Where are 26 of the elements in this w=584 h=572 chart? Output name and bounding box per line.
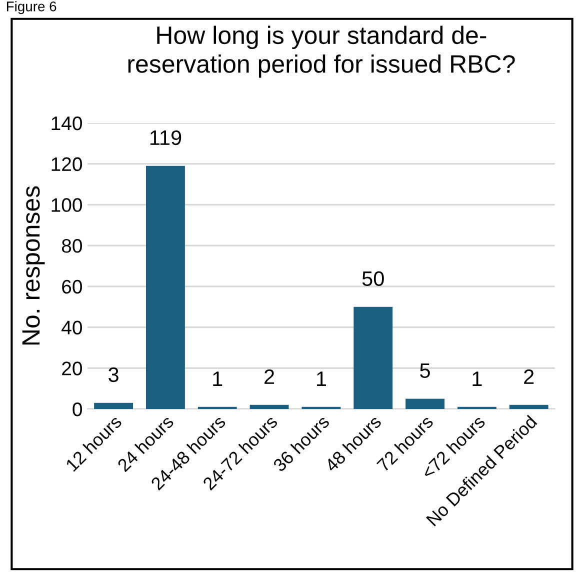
bar — [354, 306, 393, 409]
y-tick-label: 40 — [62, 320, 82, 335]
y-axis-title: No. responses — [22, 186, 45, 345]
y-tick-label: 20 — [62, 362, 82, 376]
data-label: 1 — [213, 372, 222, 386]
data-label: 1 — [472, 372, 482, 386]
y-tick-label: 140 — [52, 116, 82, 130]
bar — [509, 404, 548, 409]
data-label: 2 — [264, 369, 274, 384]
y-tick-label: 80 — [62, 239, 82, 253]
data-label: 2 — [524, 369, 534, 384]
chart-title: How long is your standard de- reservation period for issued RBC? — [128, 26, 515, 78]
y-tick-label: 0 — [72, 402, 82, 416]
data-label: 50 — [362, 271, 384, 286]
bar — [406, 398, 444, 409]
data-label: 119 — [150, 130, 182, 146]
y-tick-label: 120 — [52, 157, 82, 172]
y-tick-label: 100 — [52, 198, 82, 212]
y-tick-label: 60 — [62, 280, 82, 294]
bar — [94, 402, 134, 409]
bar — [146, 166, 185, 409]
data-label: 1 — [316, 372, 326, 386]
data-label: 5 — [420, 363, 430, 378]
caption: Figure 6 — [6, 1, 56, 14]
bar — [250, 404, 289, 409]
data-label: 3 — [108, 367, 118, 382]
